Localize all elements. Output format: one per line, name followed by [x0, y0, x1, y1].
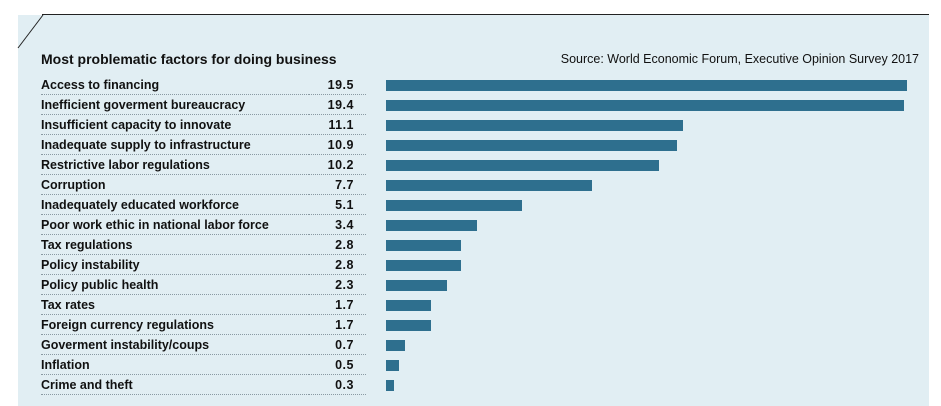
- category-label: Corruption: [41, 175, 309, 195]
- bar: [386, 260, 461, 271]
- category-label: Crime and theft: [41, 375, 309, 395]
- category-label: Tax rates: [41, 295, 309, 315]
- bar: [386, 180, 592, 191]
- category-label: Foreign currency regulations: [41, 315, 309, 335]
- value-label: 0.7: [309, 335, 366, 355]
- category-label: Inflation: [41, 355, 309, 375]
- value-label: 19.5: [309, 75, 366, 95]
- bar: [386, 220, 477, 231]
- category-label: Insufficient capacity to innovate: [41, 115, 309, 135]
- value-label: 19.4: [309, 95, 366, 115]
- bar: [386, 300, 432, 311]
- category-label: Restrictive labor regulations: [41, 155, 309, 175]
- category-label: Policy public health: [41, 275, 309, 295]
- top-rule: [42, 14, 929, 15]
- category-label: Inadequately educated workforce: [41, 195, 309, 215]
- source-note: Source: World Economic Forum, Executive …: [560, 52, 919, 66]
- category-label: Policy instability: [41, 255, 309, 275]
- bar: [386, 340, 405, 351]
- bar: [386, 100, 905, 111]
- bar: [386, 120, 683, 131]
- value-label: 1.7: [309, 295, 366, 315]
- bar: [386, 160, 659, 171]
- value-label: 2.3: [309, 275, 366, 295]
- bar: [386, 320, 432, 331]
- value-label: 2.8: [309, 255, 366, 275]
- category-label: Tax regulations: [41, 235, 309, 255]
- value-label: 0.5: [309, 355, 366, 375]
- corner-line: [17, 14, 44, 49]
- bar: [386, 360, 400, 371]
- bar: [386, 240, 461, 251]
- bar: [386, 200, 523, 211]
- chart-title: Most problematic factors for doing busin…: [41, 51, 337, 67]
- value-label: 1.7: [309, 315, 366, 335]
- value-label: 7.7: [309, 175, 366, 195]
- value-label: 2.8: [309, 235, 366, 255]
- value-label: 10.9: [309, 135, 366, 155]
- bar: [386, 280, 448, 291]
- value-label: 5.1: [309, 195, 366, 215]
- category-label: Access to financing: [41, 75, 309, 95]
- value-label: 0.3: [309, 375, 366, 395]
- bar: [386, 80, 907, 91]
- value-label: 3.4: [309, 215, 366, 235]
- category-label: Poor work ethic in national labor force: [41, 215, 309, 235]
- category-label: Inefficient goverment bureaucracy: [41, 95, 309, 115]
- category-label: Goverment instability/coups: [41, 335, 309, 355]
- value-label: 11.1: [309, 115, 366, 135]
- bar: [386, 380, 394, 391]
- bar: [386, 140, 678, 151]
- value-label: 10.2: [309, 155, 366, 175]
- category-label: Inadequate supply to infrastructure: [41, 135, 309, 155]
